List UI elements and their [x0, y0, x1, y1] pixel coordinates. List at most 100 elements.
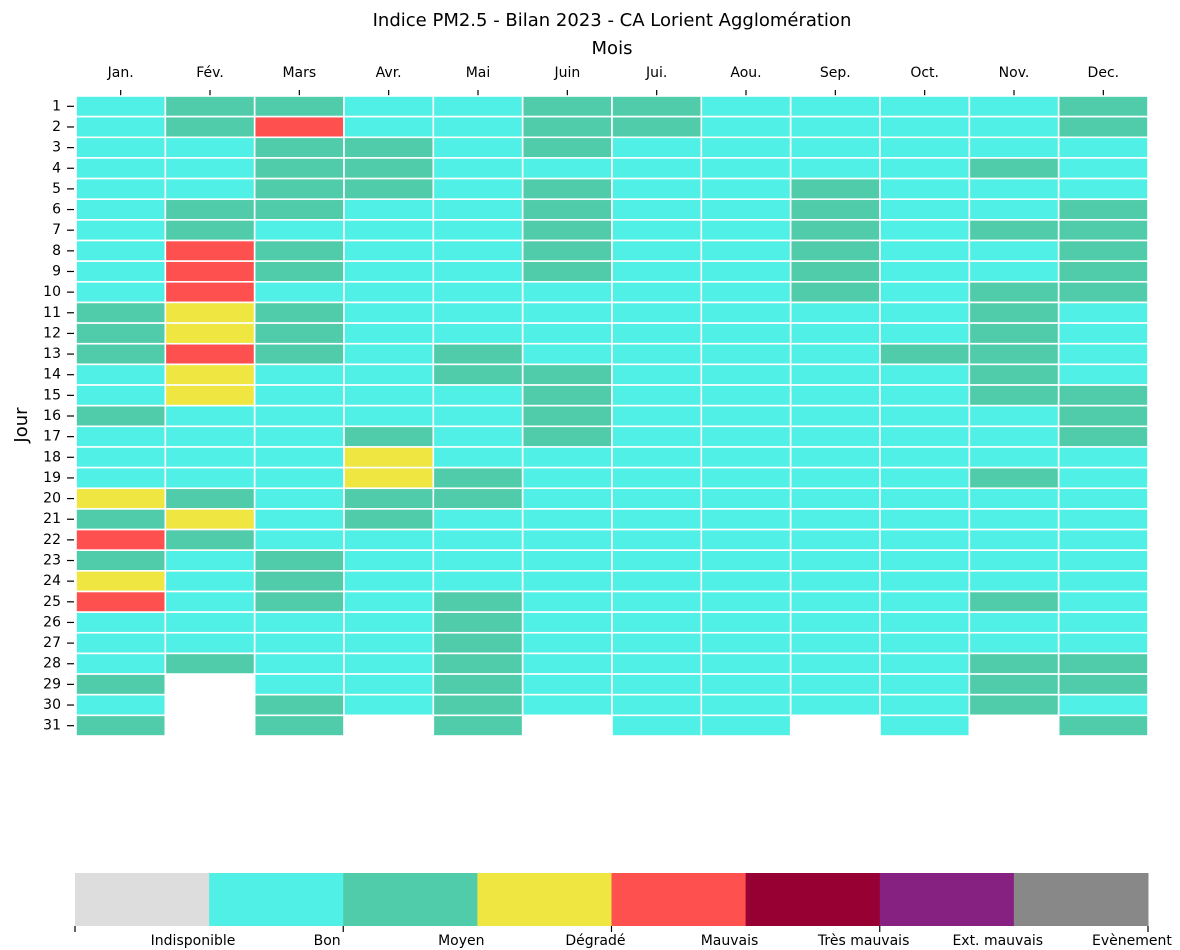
y-tick-label: 25: [43, 594, 61, 610]
cell: [75, 549, 167, 572]
cell: [879, 136, 971, 159]
cell: [789, 95, 881, 118]
cell: [700, 611, 792, 634]
cell: [343, 260, 435, 283]
cell: [343, 570, 435, 593]
cell: [700, 693, 792, 717]
cell: [968, 342, 1060, 366]
cell: [1057, 301, 1149, 324]
y-tick-label: 9: [52, 263, 61, 279]
cell: [253, 652, 345, 675]
cell: [343, 528, 435, 551]
cell: [343, 198, 435, 221]
cell: [1057, 322, 1149, 345]
cell: [1057, 281, 1149, 304]
cell: [253, 487, 345, 510]
cell: [611, 239, 703, 262]
cell: [343, 157, 435, 180]
cell: [1057, 115, 1149, 139]
x-tick-label: Aou.: [730, 65, 761, 81]
cell: [75, 301, 167, 324]
cell: [253, 136, 345, 159]
cell: [432, 157, 524, 180]
cell: [1057, 693, 1149, 717]
cell: [521, 487, 613, 510]
cell: [611, 281, 703, 304]
cell: [1057, 136, 1149, 159]
cell: [968, 508, 1060, 531]
cell: [75, 363, 167, 386]
cell: [343, 384, 435, 407]
cell: [1057, 570, 1149, 593]
cell: [611, 570, 703, 593]
cell: [789, 157, 881, 180]
cell: [343, 342, 435, 366]
cell: [789, 487, 881, 510]
cell: [253, 528, 345, 551]
cell: [611, 487, 703, 510]
cell: [968, 631, 1060, 655]
cell: [611, 673, 703, 696]
legend-label: Moyen: [438, 933, 484, 949]
legend-label: Evènement: [1092, 933, 1172, 949]
cell: [879, 157, 971, 180]
cell: [521, 652, 613, 675]
cell: [611, 693, 703, 717]
cell: [521, 404, 613, 428]
cell: [968, 673, 1060, 696]
cell: [968, 95, 1060, 118]
cell: [432, 673, 524, 696]
cell: [789, 425, 881, 448]
cell: [1057, 446, 1149, 469]
cell: [1057, 198, 1149, 221]
cell: [75, 714, 167, 737]
cell: [164, 363, 256, 386]
cell: [879, 446, 971, 469]
cell: [700, 239, 792, 262]
cell: [700, 508, 792, 531]
cell: [1057, 508, 1149, 531]
cell: [789, 136, 881, 159]
cell: [700, 157, 792, 180]
cell: [75, 487, 167, 510]
cell: [521, 281, 613, 304]
cell: [75, 157, 167, 180]
cell: [164, 219, 256, 242]
cell: [968, 136, 1060, 159]
cell: [343, 363, 435, 386]
cell: [164, 260, 256, 283]
cell: [879, 570, 971, 593]
cell: [343, 446, 435, 469]
cell: [700, 570, 792, 593]
cell: [879, 611, 971, 634]
cell: [164, 446, 256, 469]
cell: [879, 219, 971, 242]
cell: [253, 281, 345, 304]
cell: [432, 549, 524, 572]
cell: [521, 157, 613, 180]
cell: [968, 487, 1060, 510]
cell: [164, 301, 256, 324]
cell: [879, 466, 971, 490]
cell: [968, 177, 1060, 201]
y-tick-label: 8: [52, 243, 61, 259]
cell: [611, 219, 703, 242]
cell: [432, 384, 524, 407]
cell: [432, 466, 524, 490]
legend-swatch: [745, 873, 881, 926]
cell: [611, 198, 703, 221]
cell: [968, 466, 1060, 490]
x-tick-label: Dec.: [1088, 65, 1120, 81]
y-tick-label: 16: [43, 408, 61, 424]
cell: [164, 95, 256, 118]
cell: [521, 425, 613, 448]
cell: [521, 260, 613, 283]
cell: [75, 652, 167, 675]
cell: [611, 404, 703, 428]
cell: [75, 425, 167, 448]
cell: [611, 301, 703, 324]
cell: [879, 198, 971, 221]
cell: [700, 425, 792, 448]
x-tick-label: Oct.: [910, 65, 939, 81]
cell: [700, 673, 792, 696]
